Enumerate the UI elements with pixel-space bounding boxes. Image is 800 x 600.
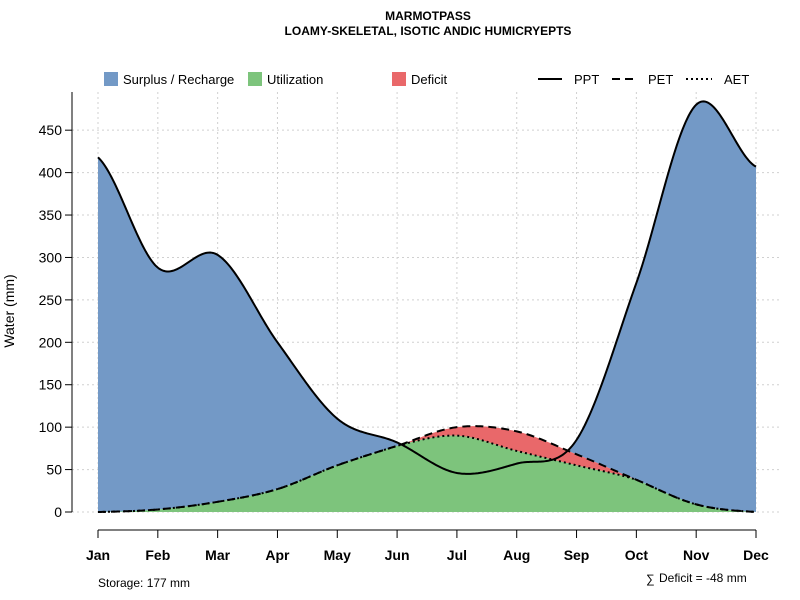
legend-swatch-surplus — [104, 72, 118, 86]
x-tick-label-feb: Feb — [145, 547, 170, 563]
x-tick-label-apr: Apr — [265, 547, 290, 563]
y-tick-label-150: 150 — [39, 377, 63, 393]
y-tick-label-250: 250 — [39, 292, 63, 308]
legend-label-surplus: Surplus / Recharge — [123, 72, 234, 87]
legend-label-aet: AET — [724, 72, 749, 87]
y-tick-label-450: 450 — [39, 122, 63, 138]
ppt-line — [97, 100, 757, 475]
x-tick-label-sep: Sep — [564, 547, 590, 563]
legend-label-utilization: Utilization — [267, 72, 323, 87]
sum-symbol: ∑ — [646, 572, 655, 586]
surplus-area — [98, 101, 756, 513]
storage-note: Storage: 177 mm — [98, 576, 190, 590]
pet-line — [97, 425, 757, 513]
x-tick-label-may: May — [324, 547, 351, 563]
x-tick-label-jan: Jan — [86, 547, 110, 563]
y-tick-label-200: 200 — [39, 334, 63, 350]
legend-label-deficit: Deficit — [411, 72, 448, 87]
legend-label-ppt: PPT — [574, 72, 599, 87]
line-layer — [97, 100, 757, 513]
legend-swatch-utilization — [248, 72, 262, 86]
legend-label-pet: PET — [648, 72, 673, 87]
x-tick-label-nov: Nov — [683, 547, 710, 563]
y-tick-label-0: 0 — [54, 504, 62, 520]
utilization-base-area — [98, 444, 756, 512]
y-tick-label-50: 50 — [46, 462, 62, 478]
y-tick-label-400: 400 — [39, 165, 63, 181]
x-tick-label-aug: Aug — [503, 547, 530, 563]
axes: 0 50 100 150 200 250 300 350 400 450 Jan Feb Mar Apr M… — [39, 92, 769, 563]
y-axis-label: Water (mm) — [1, 274, 17, 347]
y-tick-label-350: 350 — [39, 207, 63, 223]
x-tick-label-dec: Dec — [743, 547, 769, 563]
chart-title: MARMOTPASS — [385, 9, 471, 23]
y-tick-label-300: 300 — [39, 249, 63, 265]
area-layer — [98, 101, 756, 513]
legend-swatch-deficit — [392, 72, 406, 86]
legend: Surplus / Recharge Utilization Deficit P… — [104, 72, 749, 87]
chart-subtitle: LOAMY-SKELETAL, ISOTIC ANDIC HUMICRYEPTS — [285, 24, 572, 38]
x-tick-label-mar: Mar — [205, 547, 230, 563]
deficit-note: Deficit = -48 mm — [659, 571, 747, 585]
utilization-area — [98, 435, 756, 512]
x-tick-label-jun: Jun — [385, 547, 410, 563]
x-tick-label-jul: Jul — [447, 547, 467, 563]
y-tick-label-100: 100 — [39, 419, 63, 435]
x-tick-label-oct: Oct — [625, 547, 649, 563]
